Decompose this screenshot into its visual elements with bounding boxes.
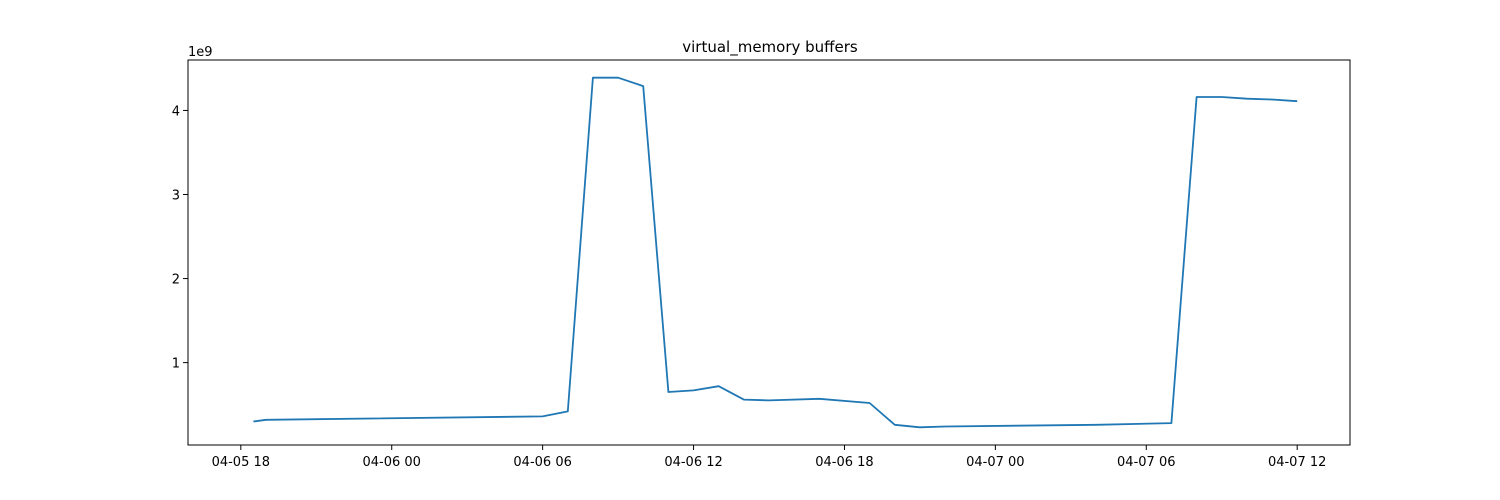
plot-frame (187, 59, 1351, 446)
x-tick-label: 04-07 12 (1268, 455, 1326, 470)
y-tick-label: 3 (172, 188, 180, 203)
y-tick-label: 4 (172, 104, 180, 119)
y-offset-label: 1e9 (188, 45, 213, 60)
axis-ticks: 04-05 18 04-06 00 04-06 06 04-06 12 04-06 18… (172, 104, 1327, 470)
x-tick-label: 04-06 12 (664, 455, 722, 470)
x-tick-label: 04-06 06 (513, 455, 571, 470)
y-tick-label: 2 (172, 273, 180, 288)
y-tick-label: 1 (172, 357, 180, 372)
x-tick-label: 04-07 06 (1117, 455, 1175, 470)
x-tick-label: 04-06 00 (363, 455, 421, 470)
series-line (253, 76, 1298, 429)
x-tick-label: 04-07 00 (966, 455, 1024, 470)
x-tick-label: 04-05 18 (212, 455, 270, 470)
chart-title: virtual_memory buffers (682, 38, 858, 57)
x-tick-label: 04-06 18 (815, 455, 873, 470)
